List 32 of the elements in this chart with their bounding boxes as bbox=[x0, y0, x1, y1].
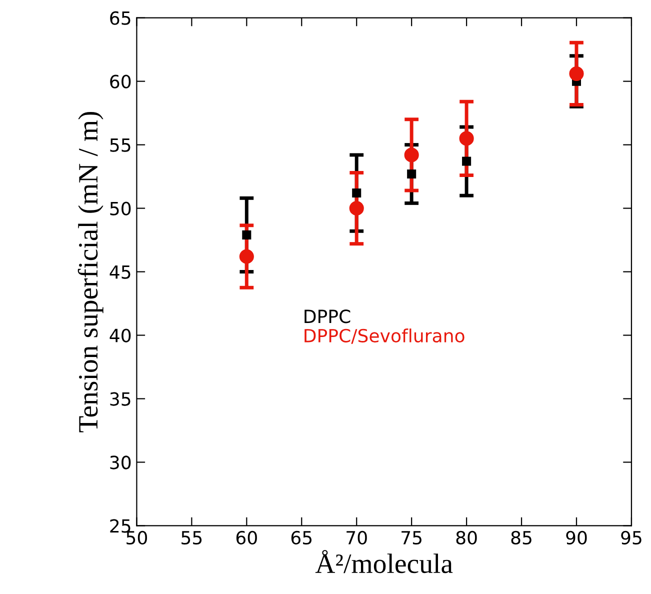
point bbox=[352, 188, 362, 198]
point bbox=[569, 66, 584, 81]
y-tick-label: 55 bbox=[110, 138, 130, 152]
point bbox=[407, 169, 416, 179]
y-tick-label: 60 bbox=[110, 74, 131, 88]
x-tick-label: 75 bbox=[402, 531, 422, 545]
y-tick-label: 35 bbox=[110, 392, 130, 406]
x-tick-label: 80 bbox=[456, 530, 477, 545]
point bbox=[239, 249, 254, 264]
y-tick-label: 65 bbox=[110, 11, 130, 25]
x-tick-label: 60 bbox=[236, 530, 257, 545]
y-tick-label: 30 bbox=[110, 456, 131, 470]
x-tick-label: 70 bbox=[346, 530, 367, 545]
text: DPPC/Sevoflurano bbox=[304, 328, 464, 344]
y-tick-label: 50 bbox=[110, 202, 131, 216]
point bbox=[349, 200, 364, 216]
x-tick-label: 90 bbox=[566, 530, 587, 545]
x-tick-label: 95 bbox=[621, 530, 642, 545]
x-tick-label: 65 bbox=[291, 530, 312, 545]
x-tick-label: 50 bbox=[126, 530, 147, 545]
point bbox=[242, 230, 252, 240]
y-tick-label: 25 bbox=[110, 519, 130, 533]
y-axis-title: Tension superficial (mN / m) bbox=[78, 112, 104, 432]
text: DPPC bbox=[304, 310, 350, 324]
y-tick-label: 45 bbox=[110, 265, 130, 279]
point bbox=[404, 148, 419, 162]
point bbox=[462, 156, 472, 166]
point bbox=[459, 131, 474, 146]
y-tick-label: 40 bbox=[110, 328, 131, 342]
x-tick-label: 85 bbox=[511, 530, 532, 545]
x-axis-title: Å²/molecula bbox=[315, 550, 453, 574]
x-tick-label: 55 bbox=[182, 531, 202, 545]
